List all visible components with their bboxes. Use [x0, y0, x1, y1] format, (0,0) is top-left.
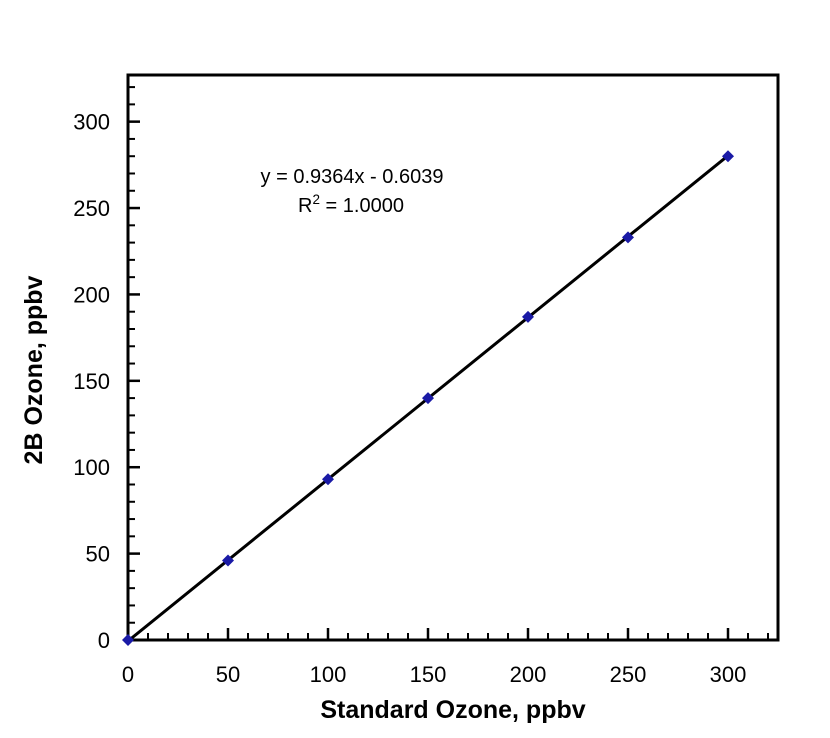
x-tick-label: 200	[510, 662, 547, 687]
x-tick-label: 100	[310, 662, 347, 687]
y-tick-label: 50	[86, 542, 110, 567]
x-tick-label: 150	[410, 662, 447, 687]
y-tick-label: 150	[73, 369, 110, 394]
x-tick-label: 300	[710, 662, 747, 687]
data-point-marker	[322, 473, 334, 486]
data-point-marker	[522, 310, 534, 323]
y-tick-label: 300	[73, 110, 110, 135]
data-point-marker	[222, 554, 234, 567]
r-squared-label: R2 = 1.0000	[298, 192, 404, 217]
axes-layer: 0 50 100 150 200 250 300 0 50 100 150 200 250 300	[73, 73, 780, 687]
y-axis-title: 2B Ozone, ppbv	[20, 275, 48, 464]
r-squared-base: R	[298, 195, 312, 217]
data-point-marker	[622, 231, 634, 244]
trendline-equation-label: y = 0.9364x - 0.6039	[261, 166, 444, 188]
data-point-marker	[122, 634, 134, 646]
r-squared-exponent: 2	[312, 192, 320, 207]
x-tick-label: 0	[122, 662, 134, 687]
series-layer	[122, 150, 734, 646]
data-point-marker	[422, 392, 434, 405]
x-tick-label: 50	[216, 662, 240, 687]
data-point-marker	[722, 150, 734, 163]
y-tick-label: 200	[73, 282, 110, 307]
y-tick-label: 0	[98, 628, 110, 653]
x-axis-title: Standard Ozone, ppbv	[320, 696, 585, 724]
y-tick-label: 100	[73, 455, 110, 480]
plot-frame	[126, 73, 780, 642]
y-tick-label: 250	[73, 196, 110, 221]
r-squared-value: = 1.0000	[320, 195, 404, 217]
x-tick-label: 250	[610, 662, 647, 687]
